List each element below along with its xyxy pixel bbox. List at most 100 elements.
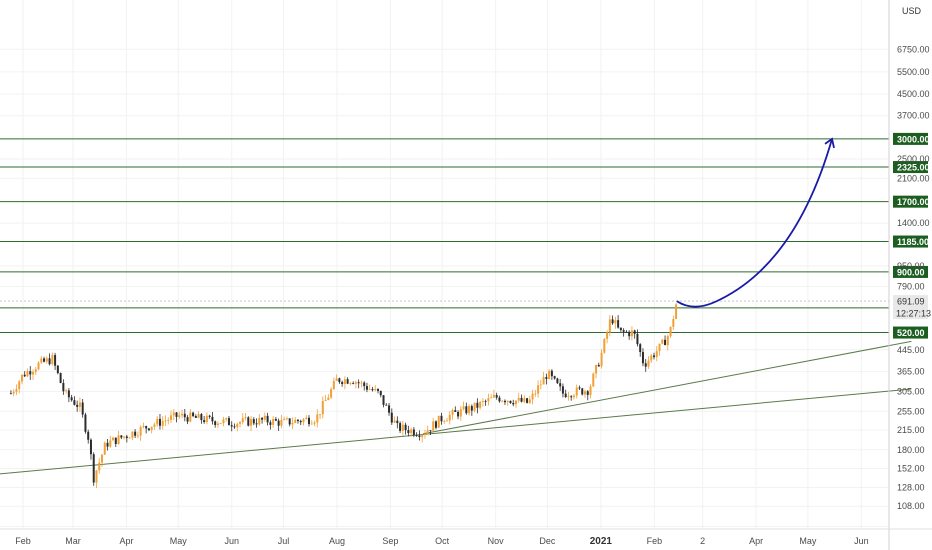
candle-body <box>390 412 393 423</box>
x-tick-label: Jul <box>278 536 290 546</box>
level-label-bg <box>893 265 928 278</box>
x-tick-label: Feb <box>647 536 663 546</box>
candle-body <box>153 424 156 427</box>
candle-body <box>603 338 606 353</box>
candle-body <box>241 418 244 423</box>
candle-body <box>316 414 319 423</box>
level-label: 520.00 <box>897 328 925 338</box>
candle-body <box>581 388 584 395</box>
candle-body <box>70 397 73 401</box>
y-tick-label: 215.00 <box>897 425 925 435</box>
candle-body <box>468 406 471 414</box>
candle-body <box>595 364 598 374</box>
candle-body <box>43 358 46 362</box>
candle-body <box>421 435 424 438</box>
candle-body <box>134 431 137 436</box>
candle-body <box>26 371 29 377</box>
candle-body <box>244 417 247 419</box>
candle-body <box>564 393 567 398</box>
time-axis[interactable]: Feb Mar Apr May Jun Jul Aug Sep Oct Nov Dec 2021 Feb… <box>15 536 868 547</box>
candle-body <box>459 409 462 417</box>
x-tick-label: Sep <box>382 536 398 546</box>
y-tick-label: 1400.00 <box>897 218 930 228</box>
candle-body <box>672 318 675 327</box>
candle-body <box>62 382 65 392</box>
candle-body <box>310 423 313 425</box>
candle-body <box>321 400 324 415</box>
candle-body <box>539 384 542 386</box>
candle-body <box>112 437 115 441</box>
y-tick-label: 305.00 <box>897 387 925 397</box>
candle-body <box>548 370 551 379</box>
candle-body <box>128 437 131 439</box>
candle-body <box>219 423 222 424</box>
horizontal-levels: 3000.002325.001700.001185.00900.00650.00… <box>0 132 931 339</box>
candle-body <box>357 382 360 384</box>
candle-body <box>305 417 308 420</box>
candle-body <box>457 411 460 417</box>
candle-body <box>56 365 59 374</box>
candle-body <box>407 430 410 434</box>
candle-body <box>172 412 175 416</box>
y-tick-label: 445.00 <box>897 345 925 355</box>
y-tick-label: 790.00 <box>897 281 925 291</box>
candle-body <box>139 427 142 436</box>
candle-body <box>669 326 672 337</box>
candle-body <box>628 331 631 337</box>
candle-body <box>503 400 506 403</box>
candle-body <box>123 436 126 438</box>
candle-body <box>161 421 164 426</box>
candle-body <box>454 410 457 412</box>
candle-body <box>492 395 495 398</box>
candle-body <box>600 352 603 367</box>
candle-body <box>263 415 266 420</box>
candle-body <box>283 419 286 420</box>
candle-body <box>377 388 380 391</box>
candle-body <box>412 429 415 436</box>
candle-body <box>125 436 128 438</box>
candle-body <box>236 423 239 428</box>
candle-body <box>114 437 117 444</box>
candle-body <box>379 390 382 396</box>
candle-body <box>531 393 534 400</box>
candle-body <box>520 397 523 402</box>
candle-body <box>559 383 562 387</box>
candle-body <box>9 393 12 395</box>
candle-body <box>338 378 341 383</box>
y-tick-label: 255.00 <box>897 406 925 416</box>
candle-body <box>15 389 18 392</box>
candle-body <box>252 419 255 424</box>
candle-body <box>294 419 297 423</box>
candle-body <box>432 421 435 431</box>
candle-body <box>597 364 600 367</box>
candle-body <box>158 418 161 426</box>
candle-body <box>266 415 269 423</box>
candle-body <box>617 320 620 328</box>
candle-body <box>291 422 294 425</box>
candle-body <box>633 330 636 334</box>
candle-body <box>382 395 385 405</box>
candle-body <box>59 373 62 383</box>
candle-body <box>147 428 150 431</box>
price-axis[interactable]: 6750.00 5500.00 4500.00 3700.00 2500.00 2100.… <box>897 44 930 511</box>
y-tick-label: 108.00 <box>897 501 925 511</box>
candle-body <box>277 420 280 426</box>
candle-body <box>639 344 642 353</box>
candle-body <box>556 378 559 384</box>
candle-body <box>225 418 228 420</box>
candle-body <box>208 415 211 417</box>
candle-body <box>308 417 311 425</box>
candle-body <box>67 390 70 398</box>
y-tick-label: 4500.00 <box>897 89 930 99</box>
candle-body <box>239 422 242 424</box>
candle-body <box>550 370 553 377</box>
candle-body <box>415 435 418 436</box>
candle-body <box>181 413 184 416</box>
candle-body <box>288 418 291 425</box>
candle-body <box>578 387 581 389</box>
candle-body <box>255 423 258 425</box>
candle-body <box>200 414 203 421</box>
candle-body <box>101 454 104 463</box>
candle-body <box>76 404 79 407</box>
